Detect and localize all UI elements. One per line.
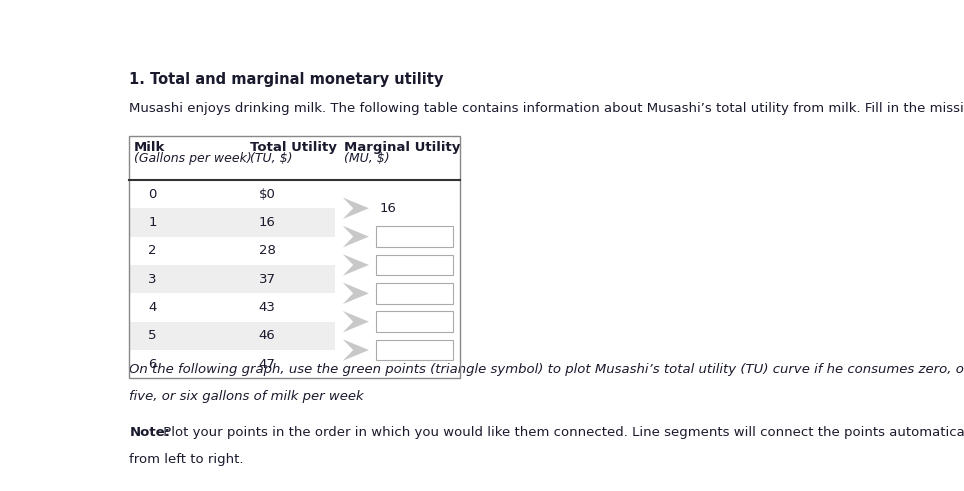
Text: 43: 43 (258, 301, 276, 314)
Text: Plot your points in the order in which you would like them connected. Line segme: Plot your points in the order in which y… (159, 426, 964, 438)
Text: 4: 4 (148, 301, 156, 314)
Text: Total Utility: Total Utility (250, 141, 336, 154)
Text: Note:: Note: (129, 426, 171, 438)
Text: (MU, $): (MU, $) (344, 152, 389, 164)
Text: 47: 47 (258, 358, 276, 371)
Text: (TU, $): (TU, $) (250, 152, 292, 164)
Polygon shape (343, 254, 369, 276)
Bar (129, 293, 335, 322)
Text: Musashi enjoys drinking milk. The following table contains information about Mus: Musashi enjoys drinking milk. The follow… (129, 103, 964, 115)
Text: from left to right.: from left to right. (129, 453, 244, 466)
Bar (376, 283, 453, 303)
Bar (129, 237, 335, 265)
Text: (Gallons per week): (Gallons per week) (134, 152, 252, 164)
Polygon shape (343, 197, 369, 219)
Bar (376, 340, 453, 360)
Bar (129, 350, 335, 379)
Polygon shape (343, 339, 369, 361)
Text: Milk: Milk (134, 141, 165, 154)
Text: 16: 16 (258, 216, 276, 229)
Text: five, or six gallons of milk per week: five, or six gallons of milk per week (129, 390, 364, 404)
Bar (376, 226, 453, 247)
Text: 3: 3 (148, 273, 156, 286)
Text: 5: 5 (148, 329, 156, 342)
Text: 2: 2 (148, 245, 156, 257)
Polygon shape (343, 311, 369, 332)
Text: 1: 1 (148, 216, 156, 229)
Text: On the following graph, use the green points (triangle symbol) to plot Musashi’s: On the following graph, use the green po… (129, 363, 964, 376)
Bar (129, 322, 335, 350)
Text: 28: 28 (258, 245, 276, 257)
Bar (129, 208, 335, 237)
Text: 46: 46 (258, 329, 276, 342)
Polygon shape (343, 282, 369, 304)
Bar (129, 180, 335, 208)
Text: 0: 0 (148, 188, 156, 201)
Bar (129, 265, 335, 293)
Text: 37: 37 (258, 273, 276, 286)
Bar (376, 311, 453, 332)
Text: Marginal Utility: Marginal Utility (344, 141, 460, 154)
Text: 1. Total and marginal monetary utility: 1. Total and marginal monetary utility (129, 72, 443, 87)
Polygon shape (343, 226, 369, 247)
Bar (376, 255, 453, 275)
Text: $0: $0 (258, 188, 276, 201)
Text: 6: 6 (148, 358, 156, 371)
Text: 16: 16 (380, 202, 396, 215)
